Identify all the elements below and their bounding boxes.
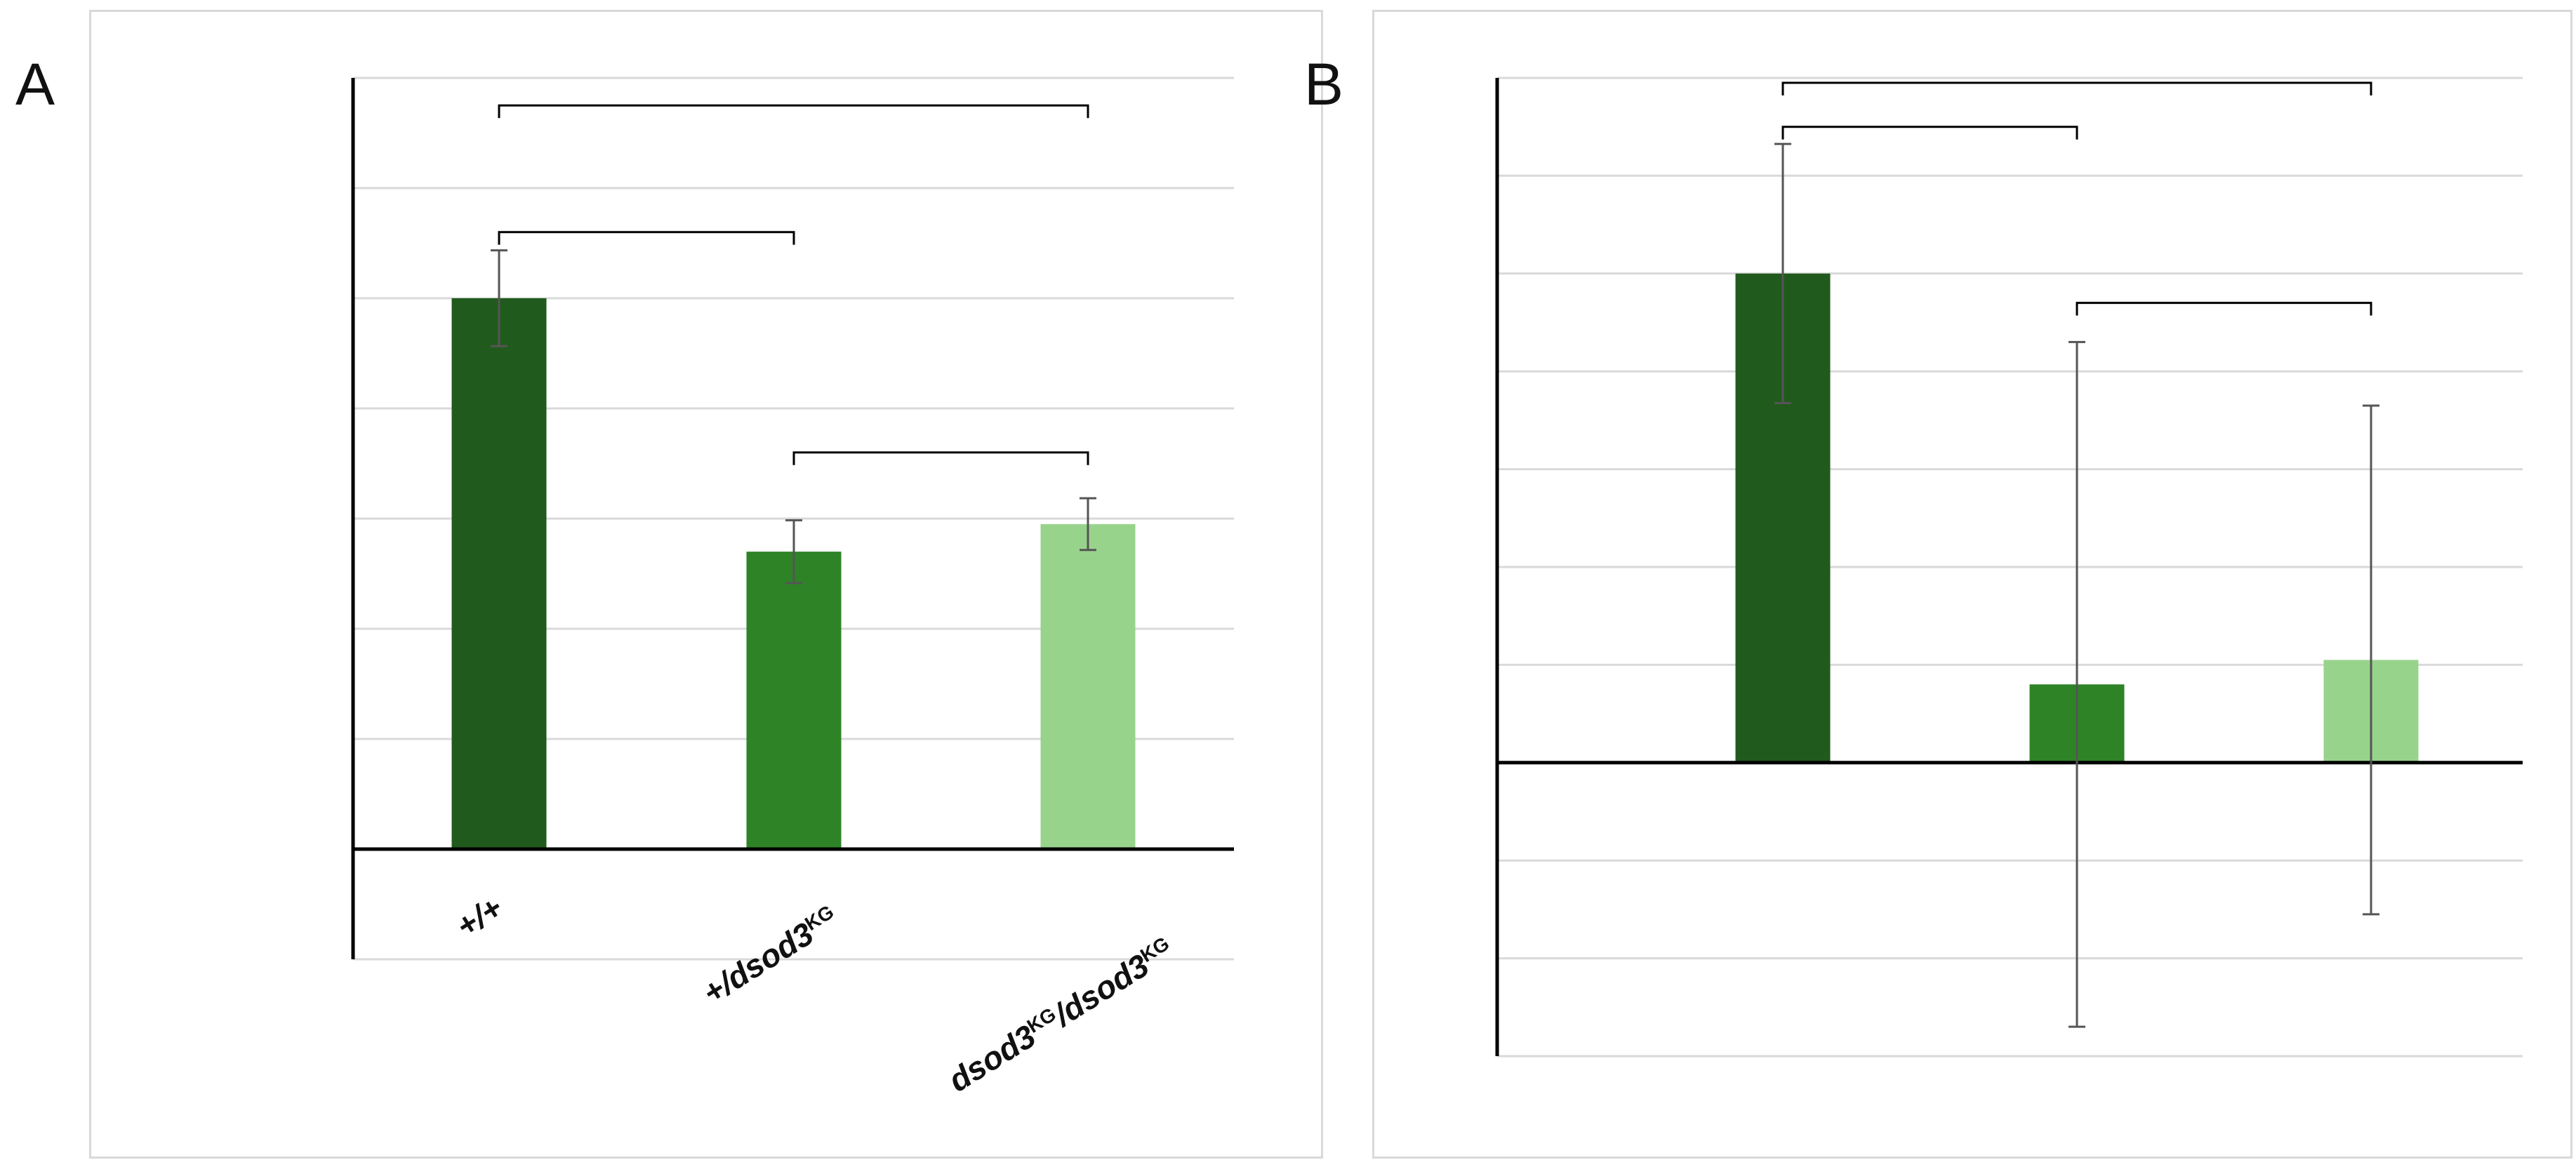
- significance-bracket: [792, 451, 1089, 465]
- panel-b-letter: B: [1304, 51, 1344, 117]
- panel-a-letter: A: [15, 51, 55, 117]
- bar: [746, 552, 842, 849]
- significance-bracket: [2076, 302, 2372, 316]
- significance-bracket: [1781, 81, 2372, 95]
- bar: [451, 298, 547, 849]
- significance-bracket: [498, 231, 795, 245]
- significance-bracket: [498, 104, 1089, 119]
- bar: [1040, 524, 1136, 849]
- significance-bracket: [1781, 126, 2078, 140]
- panel-b-frame: [1372, 10, 2572, 1159]
